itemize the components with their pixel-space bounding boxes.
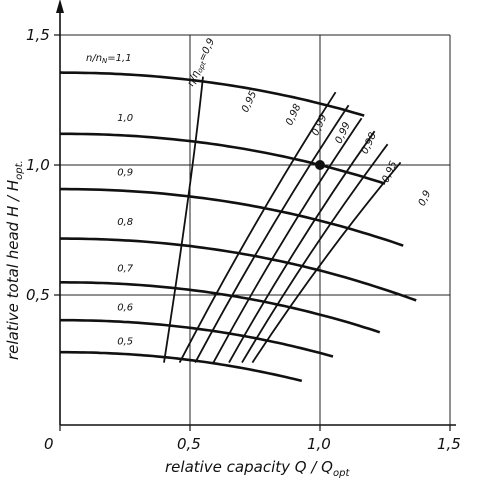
x-tick-label: 1,0 (307, 435, 331, 453)
y-tick-label: 0,5 (26, 286, 50, 304)
y-axis-title-sub: opt. (14, 160, 25, 180)
y-tick-label: 1,0 (26, 156, 50, 174)
speed-curve-line (60, 237, 417, 302)
speed-curve-line (60, 187, 404, 247)
efficiency-curve-line (178, 91, 337, 364)
efficiency-curve-label: 0,95 (380, 160, 399, 185)
efficiency-curve-label: 0,98 (284, 102, 303, 127)
speed-curve-label: 1,0 (117, 113, 133, 124)
speed-curve-label: n/nN=1,1 (86, 53, 132, 65)
x-axis-title: relative capacity Q / Qopt (165, 458, 350, 479)
efficiency-curve-line (228, 130, 376, 364)
efficiency-curve-line (163, 76, 204, 363)
efficiency-curve-line (241, 143, 389, 364)
y-axis-title-main: relative total head H / H (4, 180, 22, 360)
speed-curves (59, 71, 417, 383)
speed-curve-label: 0,5 (117, 336, 133, 347)
speed-curve-label: 0,6 (117, 303, 133, 314)
efficiency-curves (163, 76, 402, 364)
efficiency-curve-label: 0,95 (240, 89, 259, 114)
speed-curve-line (60, 132, 386, 185)
efficiency-curve-label: 0,9 (417, 189, 434, 208)
speed-curve-line (59, 71, 365, 117)
efficiency-curve-line (251, 161, 402, 364)
speed-curve-line (60, 318, 334, 358)
speed-curve-line (60, 281, 381, 334)
efficiency-curve-line (212, 117, 363, 364)
x-tick-label: 0 (44, 435, 54, 453)
x-tick-label: 1,5 (437, 435, 461, 453)
efficiency-curve-label: 0,99 (310, 113, 329, 138)
x-axis-title-sub: opt (333, 468, 350, 479)
speed-label-main: n/n (86, 53, 102, 64)
efficiency-curve-line (194, 104, 350, 364)
y-axis-title: relative total head H / Hopt. (4, 160, 25, 360)
speed-curve-label: 0,7 (117, 264, 134, 275)
axes: 0 0,5 1,0 1,5 0,5 1,0 1,5 (26, 0, 461, 453)
x-tick-label: 0,5 (177, 435, 201, 453)
grid (60, 34, 451, 425)
speed-curve-label: 0,8 (117, 217, 133, 228)
eff-label-tail: =0,9 (197, 37, 217, 64)
speed-label-sub: N (102, 57, 108, 65)
y-axis-arrow (56, 0, 64, 13)
operating-point (315, 160, 325, 170)
speed-label-tail: =1,1 (107, 53, 131, 64)
speed-curve-line (60, 350, 303, 383)
speed-curve-label: 0,9 (117, 167, 133, 178)
efficiency-curve-label: 0,98 (360, 131, 379, 156)
x-axis-title-main: relative capacity Q / Q (165, 458, 333, 476)
y-tick-label: 1,5 (26, 26, 50, 44)
